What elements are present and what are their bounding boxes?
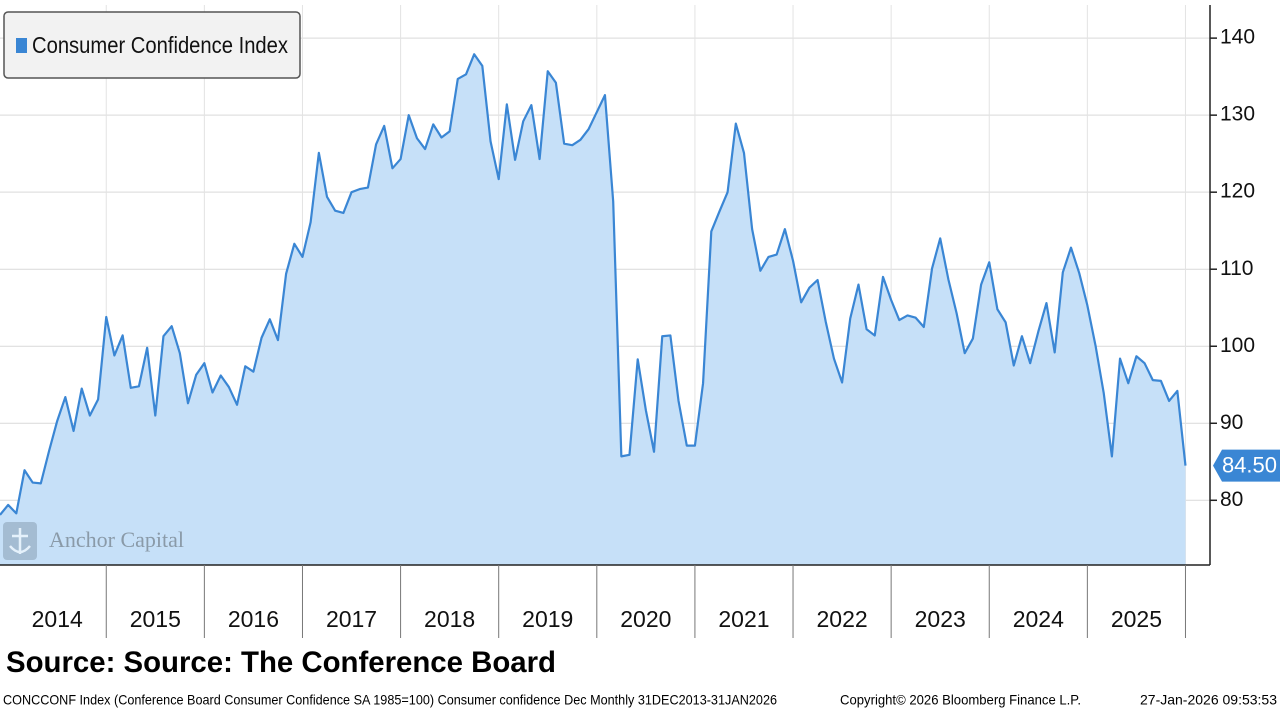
watermark-logo	[3, 522, 37, 560]
legend-swatch	[16, 38, 27, 53]
y-tick-label: 120	[1220, 180, 1255, 203]
footer-right: 27-Jan-2026 09:53:53	[1140, 692, 1277, 708]
y-tick-label: 130	[1220, 103, 1255, 126]
x-tick-label: 2015	[130, 606, 181, 632]
x-tick-label: 2014	[32, 606, 83, 632]
footer-left: CONCCONF Index (Conference Board Consume…	[3, 692, 777, 708]
value-label: 84.50	[1222, 452, 1277, 477]
x-tick-label: 2019	[522, 606, 573, 632]
x-tick-label: 2016	[228, 606, 279, 632]
x-tick-label: 2022	[816, 606, 867, 632]
line	[0, 53, 1187, 516]
y-tick-label: 100	[1220, 334, 1255, 357]
x-tick-label: 2021	[718, 606, 769, 632]
x-tick-label: 2020	[620, 606, 671, 632]
x-tick-label: 2017	[326, 606, 377, 632]
plot	[0, 53, 1187, 566]
area-fill	[0, 54, 1186, 566]
y-tick-label: 80	[1220, 488, 1243, 511]
legend-box	[3, 11, 301, 79]
legend-label: Consumer Confidence Index	[32, 32, 288, 58]
x-tick-label: 2018	[424, 606, 475, 632]
footer-center: Copyright© 2026 Bloomberg Finance L.P.	[840, 692, 1081, 708]
value-label-box	[1213, 449, 1280, 482]
x-tick-label: 2025	[1111, 606, 1162, 632]
x-tick-label: 2024	[1013, 606, 1064, 632]
x-tick-label: 2023	[915, 606, 966, 632]
watermark: Anchor Capital	[49, 527, 184, 552]
y-tick-label: 110	[1220, 257, 1253, 280]
source: Source: Source: The Conference Board	[6, 646, 556, 679]
axes: 80 90 100 110 120 130 140 2014 2015 2016 2017 2018 2…	[32, 26, 1280, 638]
y-tick-label: 90	[1220, 411, 1243, 434]
y-tick-label: 140	[1220, 26, 1255, 49]
